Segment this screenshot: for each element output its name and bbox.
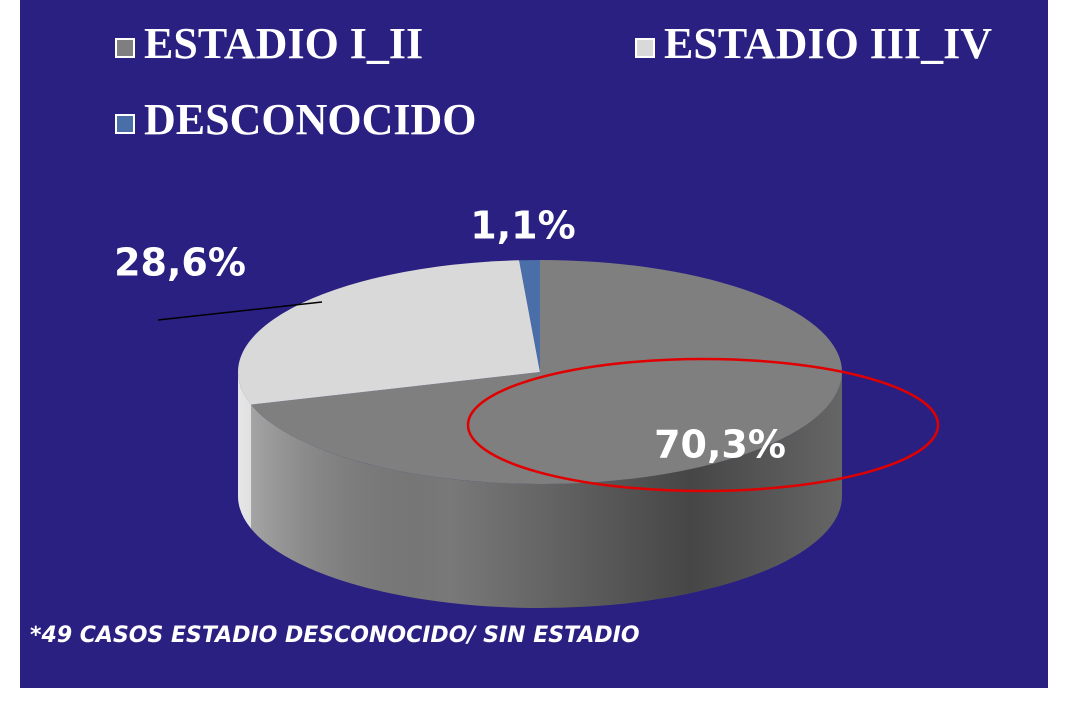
value-label: 28,6% <box>114 241 246 285</box>
leader-line <box>157 301 323 321</box>
legend-label: ESTADIO I_II <box>144 19 423 68</box>
pie-slice <box>251 260 842 484</box>
legend-label: ESTADIO III_IV <box>664 19 992 68</box>
pie-slice <box>519 260 540 372</box>
annotation: *49 CASOS ESTADIO DESCONOCIDO/ SIN ESTAD… <box>30 623 640 648</box>
highlight-ellipse <box>466 357 940 493</box>
pie-tops <box>238 260 842 484</box>
value-label: 1,1% <box>470 204 575 248</box>
side-shading <box>238 372 842 608</box>
value-label: 70,3% <box>654 423 786 467</box>
legend-marker <box>635 38 655 58</box>
pie-slice <box>238 260 541 405</box>
legend-marker <box>115 114 135 134</box>
legend-marker <box>115 38 135 58</box>
legend-label: DESCONOCIDO <box>144 95 477 144</box>
labels: 70,3% 28,6% 1,1% <box>114 204 786 467</box>
